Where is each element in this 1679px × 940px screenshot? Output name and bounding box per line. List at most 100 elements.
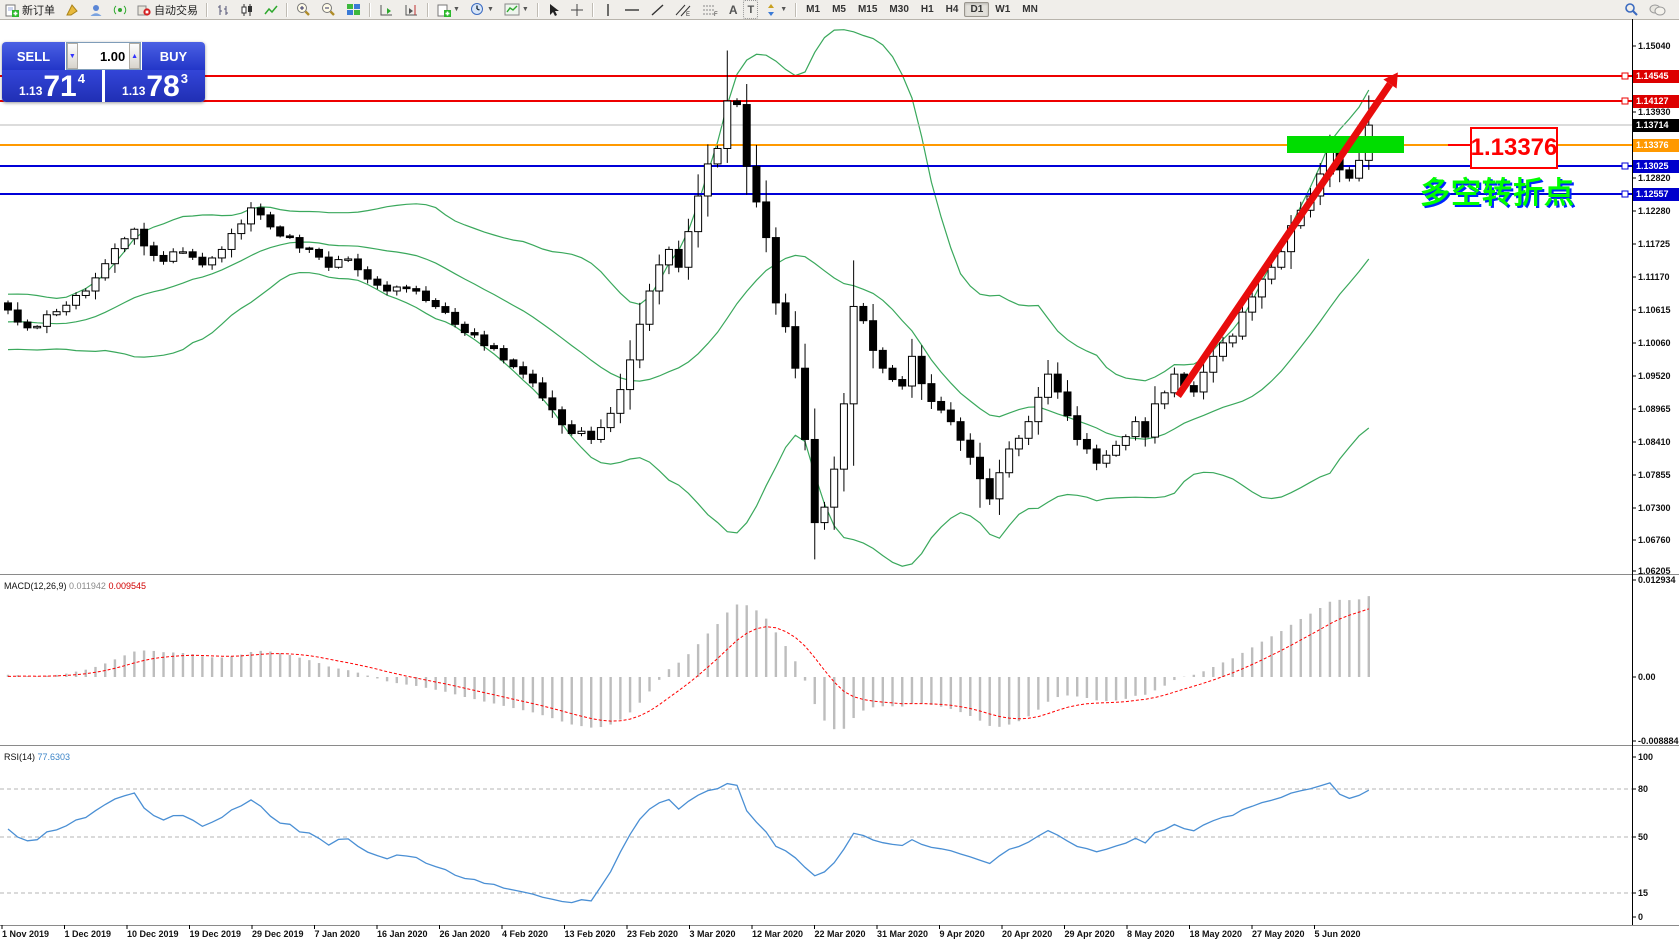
candle-bearish <box>1053 373 1062 393</box>
line-handle[interactable] <box>1621 97 1629 105</box>
timeframe-h1[interactable]: H1 <box>920 4 934 15</box>
chat-icon[interactable] <box>1645 0 1670 19</box>
new-order-button[interactable]: 新订单 <box>1 0 59 19</box>
line-handle[interactable] <box>1621 72 1629 80</box>
vertical-line-tool[interactable] <box>598 0 618 19</box>
community-icon[interactable] <box>85 0 107 19</box>
fibonacci-tool[interactable]: F <box>698 0 723 19</box>
sell-button[interactable]: SELL <box>2 42 65 70</box>
candle-bullish <box>169 251 178 262</box>
new-chart-button[interactable]: ▼ <box>433 0 464 19</box>
candle-bearish <box>859 305 868 322</box>
cursor-tool-button[interactable] <box>543 0 564 19</box>
candle-bullish <box>849 305 858 405</box>
auto-scroll-button[interactable] <box>375 0 398 19</box>
time-tick-label[interactable]: 23 Feb 2020 <box>627 929 679 939</box>
volume-input[interactable] <box>77 43 130 69</box>
channel-tool[interactable]: E <box>671 0 696 19</box>
sell-price-display[interactable]: 1.13 71 4 <box>2 70 102 102</box>
bollinger-middle-band[interactable] <box>7 241 1370 440</box>
candle-bearish <box>742 104 751 167</box>
line-chart-button[interactable] <box>260 0 282 19</box>
price-target-box[interactable]: 1.13376 <box>1470 127 1558 169</box>
time-tick-label[interactable]: 1 Nov 2019 <box>2 929 50 939</box>
autotrading-button[interactable]: 自动交易 <box>133 0 202 19</box>
line-handle[interactable] <box>1621 162 1629 170</box>
candle-bullish <box>1121 436 1130 446</box>
volume-increase-button[interactable]: ▲ <box>129 43 140 69</box>
time-tick-label[interactable]: 18 May 2020 <box>1189 929 1243 939</box>
time-tick-label[interactable]: 12 Mar 2020 <box>752 929 804 939</box>
text-a-glyph: A <box>728 2 738 17</box>
signals-icon[interactable] <box>109 0 131 19</box>
buy-price-display[interactable]: 1.13 78 3 <box>105 70 205 102</box>
trendline-tool[interactable] <box>646 0 669 19</box>
timeframe-m15[interactable]: M15 <box>857 4 878 15</box>
profiles-button[interactable]: ▼ <box>466 0 498 19</box>
candle-bullish <box>81 290 90 296</box>
candle-bullish <box>694 195 703 233</box>
candle-bullish <box>72 294 81 306</box>
time-tick-label[interactable]: 19 Dec 2019 <box>189 929 242 939</box>
tile-windows-button[interactable] <box>342 0 365 19</box>
candle-bullish <box>120 238 129 250</box>
candle-bullish <box>1228 335 1237 344</box>
arrows-tool-button[interactable]: ▼ <box>760 0 791 19</box>
candle-bearish <box>363 269 372 280</box>
candle-bullish <box>645 290 654 325</box>
timeframe-d1[interactable]: D1 <box>964 2 990 17</box>
crosshair-tool-button[interactable] <box>566 0 588 19</box>
horizontal-line-tool[interactable] <box>620 0 644 19</box>
candle-bullish <box>839 403 848 470</box>
price-tick-label: 1.11725 <box>1638 239 1671 249</box>
text-label-tool[interactable]: T <box>743 0 759 19</box>
time-tick-label[interactable]: 26 Jan 2020 <box>439 929 491 939</box>
time-tick-label[interactable]: 3 Mar 2020 <box>689 929 736 939</box>
volume-decrease-button[interactable]: ▼ <box>67 43 78 69</box>
metaeditor-icon[interactable] <box>61 0 83 19</box>
timeframe-m5[interactable]: M5 <box>832 4 846 15</box>
timeframe-w1[interactable]: W1 <box>995 4 1011 15</box>
text-tool[interactable]: A <box>725 0 742 19</box>
new-order-label: 新订单 <box>22 4 55 17</box>
chart-shift-button[interactable] <box>400 0 423 19</box>
time-tick-label[interactable]: 7 Jan 2020 <box>314 929 361 939</box>
timeframe-mn[interactable]: MN <box>1022 4 1038 15</box>
time-tick-label[interactable]: 27 May 2020 <box>1252 929 1305 939</box>
time-tick-label[interactable]: 31 Mar 2020 <box>877 929 929 939</box>
candle-bullish <box>723 100 732 149</box>
bollinger-lower-band[interactable] <box>7 271 1370 567</box>
candle-bearish <box>966 439 975 458</box>
candle-bullish <box>1160 392 1169 405</box>
line-handle[interactable] <box>1621 190 1629 198</box>
timeframe-m1[interactable]: M1 <box>806 4 821 15</box>
candle-bullish <box>577 430 586 435</box>
trend-arrow[interactable] <box>1175 82 1393 398</box>
time-tick-label[interactable]: 9 Apr 2020 <box>939 929 985 939</box>
time-tick-label[interactable]: 13 Feb 2020 <box>564 929 616 939</box>
candle-bearish <box>490 345 498 350</box>
search-icon[interactable] <box>1620 0 1643 19</box>
buy-button[interactable]: BUY <box>142 42 205 70</box>
time-tick-label[interactable]: 1 Dec 2019 <box>64 929 112 939</box>
time-tick-label[interactable]: 29 Apr 2020 <box>1064 929 1115 939</box>
chart-template-button[interactable]: ▼ <box>500 0 533 19</box>
time-tick-label[interactable]: 8 May 2020 <box>1127 929 1175 939</box>
time-tick-label[interactable]: 10 Dec 2019 <box>127 929 179 939</box>
price-tick-label: 1.07855 <box>1638 470 1671 480</box>
time-tick-label[interactable]: 29 Dec 2019 <box>252 929 304 939</box>
time-tick-label[interactable]: 20 Apr 2020 <box>1002 929 1053 939</box>
timeframe-h4[interactable]: H4 <box>945 4 959 15</box>
time-tick-label[interactable]: 16 Jan 2020 <box>377 929 428 939</box>
time-tick-label[interactable]: 4 Feb 2020 <box>502 929 549 939</box>
candlestick-chart-button[interactable] <box>236 0 258 19</box>
chinese-annotation[interactable]: 多空转折点 <box>1420 177 1575 210</box>
zoom-out-button[interactable] <box>317 0 340 19</box>
zoom-in-button[interactable] <box>292 0 315 19</box>
bar-chart-button[interactable] <box>212 0 234 19</box>
time-tick-label[interactable]: 5 Jun 2020 <box>1314 929 1361 939</box>
timeframe-m30[interactable]: M30 <box>889 4 909 15</box>
time-tick-label[interactable]: 22 Mar 2020 <box>814 929 866 939</box>
price-tick-label: 1.08410 <box>1638 437 1671 447</box>
